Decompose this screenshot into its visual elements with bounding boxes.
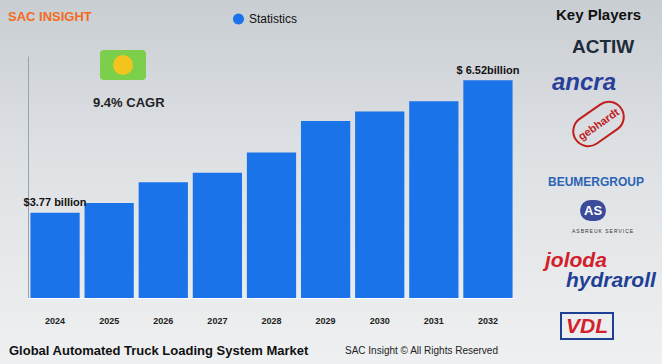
html-text:VDL: VDL bbox=[566, 314, 608, 337]
html-text:gebhardt: gebhardt bbox=[575, 105, 622, 143]
svg-text:2025: 2025 bbox=[99, 316, 119, 326]
svg-text:2026: 2026 bbox=[153, 316, 173, 326]
svg-text:2029: 2029 bbox=[316, 316, 336, 326]
html-text:hydraroll: hydraroll bbox=[566, 268, 656, 291]
svg-text:2032: 2032 bbox=[478, 316, 498, 326]
svg-text:2031: 2031 bbox=[424, 316, 444, 326]
svg-text:2027: 2027 bbox=[207, 316, 227, 326]
svg-text:SAC Insight © All Rights Reser: SAC Insight © All Rights Reserved bbox=[345, 345, 498, 356]
html-text:AS: AS bbox=[584, 203, 603, 218]
html-text:SAC INSIGHT: SAC INSIGHT bbox=[8, 9, 92, 24]
html-text:Key Players: Key Players bbox=[556, 6, 642, 23]
svg-text:2030: 2030 bbox=[370, 316, 390, 326]
svg-text:$ 6.52billion: $ 6.52billion bbox=[456, 64, 519, 76]
html-text:ACTIW: ACTIW bbox=[572, 36, 635, 57]
svg-text:$3.77 billion: $3.77 billion bbox=[24, 196, 87, 208]
svg-text:2028: 2028 bbox=[261, 316, 281, 326]
svg-text:Statistics: Statistics bbox=[249, 12, 297, 26]
html-text:ASBREUK SERVICE: ASBREUK SERVICE bbox=[572, 228, 635, 234]
html-text:9.4% CAGR: 9.4% CAGR bbox=[93, 95, 165, 110]
html-text:ancra: ancra bbox=[552, 68, 616, 95]
svg-text:Global Automated Truck Loading: Global Automated Truck Loading System Ma… bbox=[9, 343, 309, 358]
svg-text:2024: 2024 bbox=[45, 316, 65, 326]
html-text:joloda: joloda bbox=[545, 248, 607, 271]
html-text:BEUMERGROUP: BEUMERGROUP bbox=[548, 175, 644, 189]
